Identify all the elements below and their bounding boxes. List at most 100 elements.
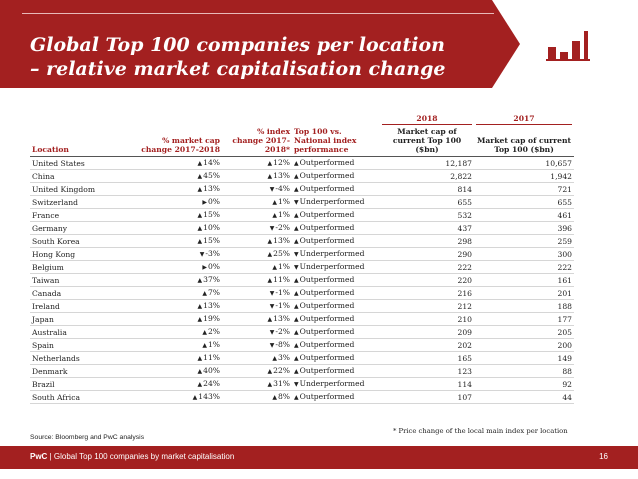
cell-performance: ▼Underperformed: [292, 247, 380, 261]
cell-mcap-2017-value: 10,657: [545, 158, 572, 168]
triangle-up-icon: ▲: [197, 381, 203, 388]
table-row: Canada ▲7% ▼-1% ▲Outperformed 216 201: [30, 286, 574, 300]
cell-mcap-change-value: 0%: [207, 197, 220, 206]
cell-index-change: ▲13%: [222, 312, 292, 326]
cell-mcap-2017: 177: [474, 312, 574, 326]
source-note: Source: Bloomberg and PwC analysis: [30, 434, 145, 441]
cell-mcap-2017: 259: [474, 234, 574, 248]
cell-mcap-change: ▲2%: [134, 325, 222, 339]
cell-location: United States: [30, 156, 134, 170]
cell-index-change: ▼-8%: [222, 338, 292, 352]
cell-mcap-2018-value: 210: [457, 314, 473, 324]
cell-index-change-value: -2%: [275, 327, 290, 336]
triangle-up-icon: ▲: [267, 173, 273, 180]
cell-mcap-change: ▲11%: [134, 351, 222, 365]
table-row: China ▲45% ▲13% ▲Outperformed 2,822 1,942: [30, 169, 574, 183]
cell-location: Switzerland: [30, 195, 134, 209]
cell-mcap-change-value: 1%: [207, 340, 220, 349]
page-number: 16: [599, 452, 608, 461]
cell-mcap-2018: 12,187: [380, 156, 474, 170]
cell-performance: ▲Outperformed: [292, 273, 380, 287]
cell-mcap-2018: 222: [380, 260, 474, 274]
cell-mcap-2017: 300: [474, 247, 574, 261]
cell-location-value: Australia: [32, 327, 67, 337]
cell-index-change-value: 3%: [277, 353, 290, 362]
cell-mcap-2017-value: 721: [557, 184, 573, 194]
cell-location: Germany: [30, 221, 134, 235]
header-mcap-2018: Market cap of current Top 100 ($bn): [392, 127, 462, 154]
cell-mcap-change-value: 15%: [203, 236, 220, 245]
cell-location-value: South Korea: [32, 236, 80, 246]
cell-mcap-change-value: 13%: [203, 184, 220, 193]
cell-performance: ▲Outperformed: [292, 234, 380, 248]
cell-index-change-value: -1%: [275, 288, 290, 297]
cell-location-value: France: [32, 210, 60, 220]
cell-location-value: Canada: [32, 288, 62, 298]
triangle-up-icon: ▲: [197, 368, 203, 375]
table-row: United States ▲14% ▲12% ▲Outperformed 12,187…: [30, 156, 574, 170]
cell-index-change: ▲1%: [222, 195, 292, 209]
cell-mcap-2018-value: 123: [457, 366, 473, 376]
table-row: Australia ▲2% ▼-2% ▲Outperformed 209 205: [30, 325, 574, 339]
cell-mcap-2017-value: 44: [562, 392, 572, 402]
cell-location: Spain: [30, 338, 134, 352]
cell-mcap-2017: 1,942: [474, 169, 574, 183]
cell-mcap-2017: 161: [474, 273, 574, 287]
cell-performance-value: Outperformed: [299, 301, 355, 310]
triangle-up-icon: ▲: [294, 394, 299, 401]
cell-performance-value: Outperformed: [299, 210, 355, 219]
cell-index-change-value: 8%: [277, 392, 290, 401]
triangle-up-icon: ▲: [267, 316, 273, 323]
cell-mcap-change: ▲45%: [134, 169, 222, 183]
cell-location-value: Spain: [32, 340, 54, 350]
cell-mcap-2018-value: 202: [457, 340, 473, 350]
cell-mcap-2018-value: 290: [457, 249, 473, 259]
cell-mcap-2017-value: 1,942: [550, 171, 572, 181]
cell-location: Ireland: [30, 299, 134, 313]
triangle-up-icon: ▲: [267, 368, 273, 375]
table-row: Netherlands ▲11% ▲3% ▲Outperformed 165 149: [30, 351, 574, 365]
cell-mcap-2017-value: 161: [557, 275, 573, 285]
cell-performance: ▲Outperformed: [292, 390, 380, 404]
cell-performance: ▲Outperformed: [292, 286, 380, 300]
triangle-up-icon: ▲: [294, 303, 299, 310]
cell-mcap-2017: 396: [474, 221, 574, 235]
cell-index-change-value: -4%: [275, 184, 290, 193]
triangle-up-icon: ▲: [272, 212, 277, 219]
triangle-up-icon: ▲: [294, 225, 299, 232]
triangle-down-icon: ▼: [294, 251, 299, 258]
triangle-up-icon: ▲: [197, 212, 203, 219]
cell-mcap-change: ▲40%: [134, 364, 222, 378]
cell-mcap-change: ▲19%: [134, 312, 222, 326]
cell-mcap-2018: 165: [380, 351, 474, 365]
year-2017-label: 2017: [476, 114, 572, 125]
cell-index-change: ▲13%: [222, 234, 292, 248]
table-row: Belgium ▶0% ▲1% ▼Underperformed 222 222: [30, 260, 574, 274]
cell-location: United Kingdom: [30, 182, 134, 196]
cell-mcap-2017-value: 205: [557, 327, 573, 337]
cell-mcap-change: ▲1%: [134, 338, 222, 352]
triangle-up-icon: ▲: [294, 186, 299, 193]
cell-mcap-2018: 209: [380, 325, 474, 339]
cell-mcap-change: ▲10%: [134, 221, 222, 235]
cell-location: Belgium: [30, 260, 134, 274]
table-row: Spain ▲1% ▼-8% ▲Outperformed 202 200: [30, 338, 574, 352]
market-cap-table: 2018 2017 Location % market cap change 2…: [30, 114, 574, 404]
cell-mcap-2017-value: 222: [557, 262, 573, 272]
triangle-up-icon: ▲: [294, 212, 299, 219]
year-2018-label: 2018: [382, 114, 472, 125]
cell-mcap-2017-value: 300: [557, 249, 573, 259]
cell-mcap-change: ▲15%: [134, 208, 222, 222]
triangle-up-icon: ▲: [197, 173, 203, 180]
header-mcap-2017: Market cap of current Top 100 ($bn): [476, 136, 572, 154]
table-row: South Africa ▲143% ▲8% ▲Outperformed 107 44: [30, 390, 574, 404]
triangle-up-icon: ▲: [197, 303, 203, 310]
cell-index-change: ▼-1%: [222, 299, 292, 313]
cell-mcap-2017: 10,657: [474, 156, 574, 170]
cell-index-change-value: 12%: [273, 158, 290, 167]
triangle-up-icon: ▲: [202, 290, 207, 297]
cell-mcap-2018: 107: [380, 390, 474, 404]
cell-index-change: ▲25%: [222, 247, 292, 261]
cell-performance-value: Outperformed: [299, 353, 355, 362]
cell-index-change-value: 13%: [273, 314, 290, 323]
